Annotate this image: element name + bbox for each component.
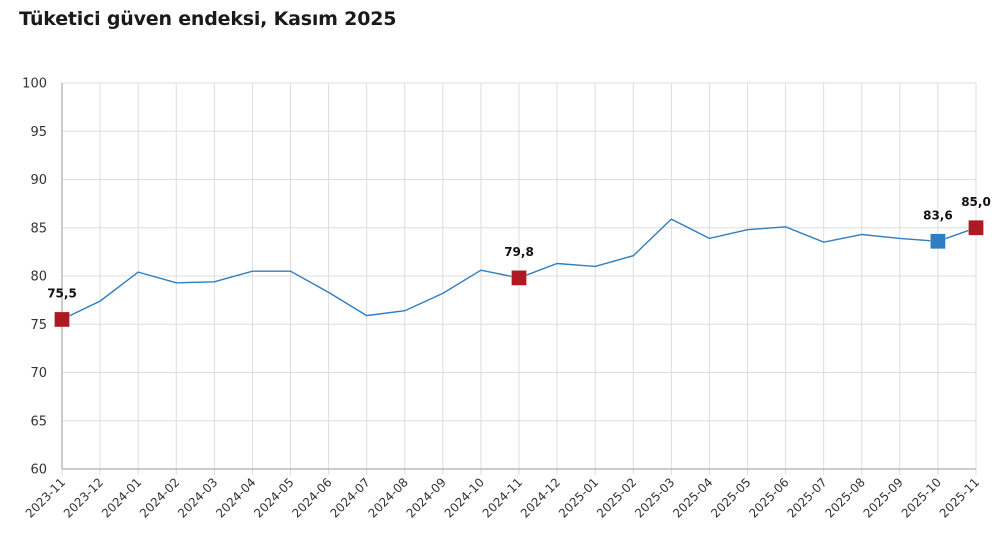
x-tick-label: 2025-08 bbox=[823, 475, 868, 520]
y-axis: 60 65 70 75 80 85 90 95 100 bbox=[22, 77, 63, 478]
y-tick-label: 60 bbox=[30, 463, 47, 478]
highlight-marker bbox=[54, 311, 70, 328]
x-tick-label: 2024-09 bbox=[404, 475, 449, 520]
chart-title: Tüketici güven endeksi, Kasım 2025 bbox=[19, 8, 397, 30]
x-tick-label: 2024-10 bbox=[442, 475, 487, 520]
x-tick-label: 2025-05 bbox=[708, 475, 753, 520]
x-tick-label: 2024-08 bbox=[366, 475, 411, 520]
y-tick-label: 90 bbox=[30, 173, 47, 188]
highlight-markers: 75,5 79,8 83,6 85,0 bbox=[47, 195, 991, 328]
y-tick-label: 100 bbox=[22, 77, 47, 92]
x-tick-label: 2024-12 bbox=[518, 475, 563, 520]
x-tick-label: 2024-02 bbox=[137, 475, 182, 520]
data-label: 83,6 bbox=[923, 208, 953, 222]
x-tick-label: 2025-03 bbox=[632, 475, 677, 520]
highlight-marker bbox=[968, 220, 984, 236]
data-label: 75,5 bbox=[47, 286, 77, 300]
x-tick-label: 2025-04 bbox=[670, 475, 715, 520]
x-tick-label: 2023-12 bbox=[61, 475, 106, 520]
x-tick-label: 2024-03 bbox=[175, 475, 220, 520]
y-tick-label: 65 bbox=[30, 414, 47, 429]
x-tick-label: 2025-02 bbox=[594, 475, 639, 520]
data-label: 85,0 bbox=[961, 195, 991, 209]
y-tick-label: 75 bbox=[30, 318, 47, 333]
y-tick-label: 80 bbox=[30, 270, 47, 285]
x-tick-label: 2024-01 bbox=[99, 475, 144, 520]
x-tick-label: 2025-06 bbox=[746, 475, 791, 520]
y-tick-label: 95 bbox=[30, 125, 47, 140]
x-tick-label: 2024-04 bbox=[213, 475, 258, 520]
x-tick-label: 2025-09 bbox=[861, 475, 906, 520]
y-tick-label: 70 bbox=[30, 366, 47, 381]
x-tick-label: 2024-06 bbox=[289, 475, 334, 520]
x-tick-label: 2024-07 bbox=[327, 475, 372, 520]
x-axis: 2023-112023-122024-012024-022024-032024-… bbox=[23, 468, 982, 521]
x-tick-label: 2025-11 bbox=[937, 475, 982, 520]
x-tick-label: 2025-10 bbox=[899, 475, 944, 520]
data-label: 79,8 bbox=[504, 245, 534, 259]
highlight-marker bbox=[511, 270, 527, 286]
x-tick-label: 2024-05 bbox=[251, 475, 296, 520]
highlight-marker bbox=[930, 233, 946, 250]
y-tick-label: 85 bbox=[30, 221, 47, 236]
x-tick-label: 2025-01 bbox=[556, 475, 601, 520]
x-tick-label: 2024-11 bbox=[480, 475, 525, 520]
x-tick-label: 2023-11 bbox=[23, 475, 68, 520]
x-tick-label: 2025-07 bbox=[784, 475, 829, 520]
